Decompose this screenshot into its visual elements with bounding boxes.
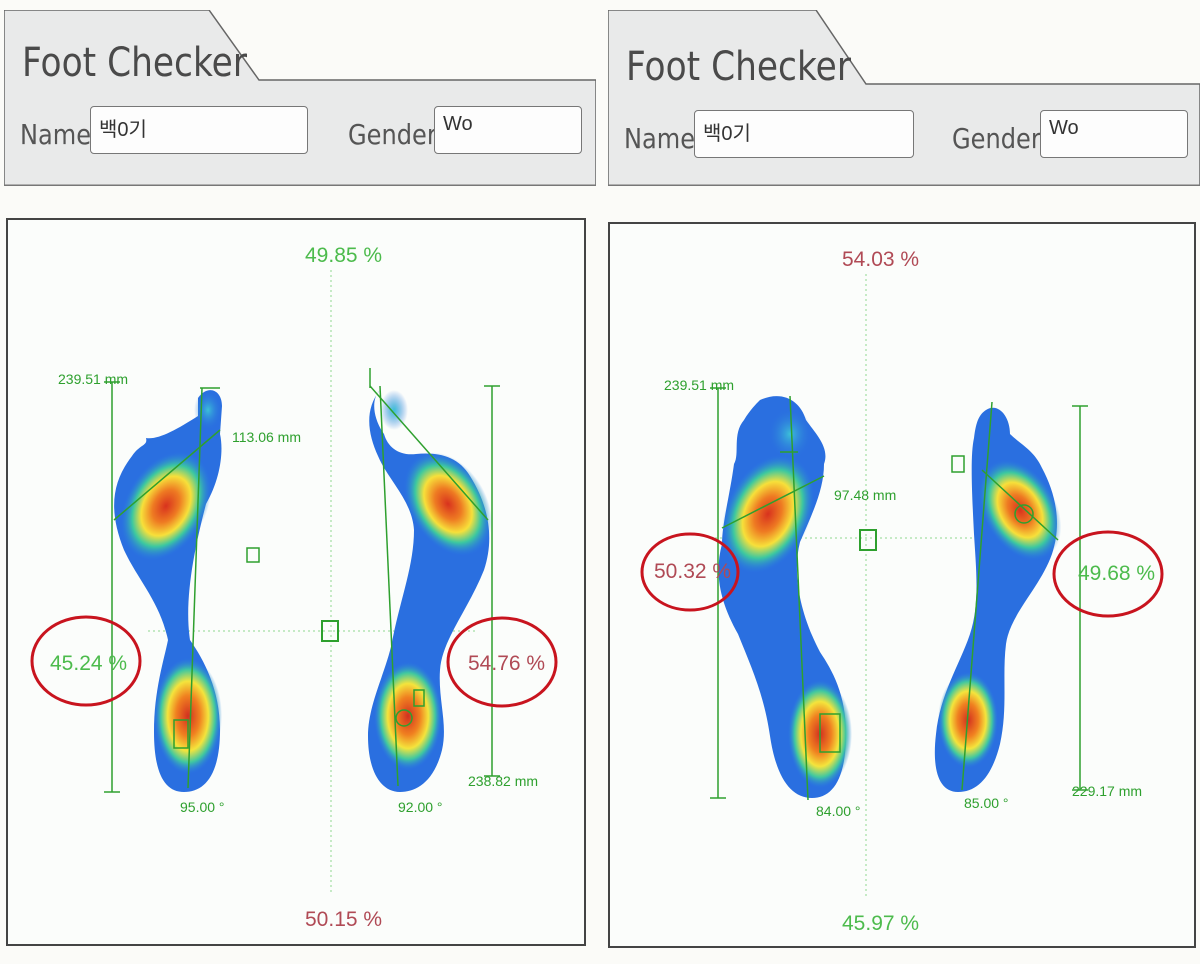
left-annotation-circle xyxy=(30,615,142,707)
name-field[interactable]: 백0기 xyxy=(694,110,914,158)
bottom-percent: 50.15 % xyxy=(305,908,382,931)
left-foot-heatmap xyxy=(113,387,222,792)
left-annotation-circle xyxy=(640,532,740,612)
left-percent: 45.24 % xyxy=(50,652,127,675)
panel-header: Foot Checker Name 백0기 Gender Wo xyxy=(608,10,1200,186)
app-title: Foot Checker xyxy=(22,40,247,86)
center-of-pressure-marker xyxy=(859,529,877,551)
header-frame xyxy=(608,10,1200,186)
left-angle-label: 84.00 ° xyxy=(816,803,861,819)
pressure-map-canvas: 54.03 % 45.97 % 50.32 % 49.68 % 239.51 m… xyxy=(640,248,1164,935)
right-angle-label: 85.00 ° xyxy=(964,795,1009,811)
gender-label: Gender xyxy=(952,122,1041,155)
name-label: Name xyxy=(20,118,92,151)
width-label: 97.48 mm xyxy=(834,487,896,503)
right-length-bar xyxy=(1072,405,1088,791)
name-field[interactable]: 백0기 xyxy=(90,106,308,154)
foot-checker-panel-2: Foot Checker Name 백0기 Gender Wo xyxy=(604,0,1200,964)
left-length-bar xyxy=(710,387,726,799)
width-label: 113.06 mm xyxy=(232,429,301,445)
panel-header: Foot Checker Name 백0기 Gender Wo xyxy=(4,10,596,186)
top-percent: 49.85 % xyxy=(305,244,382,267)
name-label: Name xyxy=(624,122,696,155)
header-frame xyxy=(4,10,596,186)
left-length-label: 239.51 mm xyxy=(58,371,128,387)
left-foot-heatmap xyxy=(718,395,852,801)
pressure-map: 54.03 % 45.97 % 50.32 % 49.68 % 239.51 m… xyxy=(608,222,1196,948)
right-foot-heatmap xyxy=(368,368,492,792)
right-percent: 49.68 % xyxy=(1078,562,1155,585)
right-percent: 54.76 % xyxy=(468,652,545,675)
right-length-label: 229.17 mm xyxy=(1072,783,1142,799)
right-angle-label: 92.00 ° xyxy=(398,799,443,815)
pressure-map: 49.85 % 50.15 % 45.24 % 54.76 % 239.51 m… xyxy=(6,218,586,946)
left-marker-square xyxy=(246,547,260,563)
gender-field[interactable]: Wo xyxy=(1040,110,1188,158)
right-length-bar xyxy=(484,385,500,777)
app-title: Foot Checker xyxy=(626,44,851,90)
right-annotation-circle xyxy=(1052,530,1164,618)
left-percent: 50.32 % xyxy=(654,560,731,583)
left-length-label: 239.51 mm xyxy=(664,377,734,393)
right-annotation-circle xyxy=(446,616,558,708)
foot-checker-panel-1: Foot Checker Name 백0기 Gender Wo xyxy=(0,0,598,964)
top-percent: 54.03 % xyxy=(842,248,919,271)
left-angle-label: 95.00 ° xyxy=(180,799,225,815)
bottom-percent: 45.97 % xyxy=(842,912,919,935)
gender-label: Gender xyxy=(348,118,437,151)
gender-field[interactable]: Wo xyxy=(434,106,582,154)
left-length-bar xyxy=(104,381,120,793)
right-length-label: 238.82 mm xyxy=(468,773,538,789)
right-foot-heatmap xyxy=(934,401,1062,792)
pressure-map-canvas: 49.85 % 50.15 % 45.24 % 54.76 % 239.51 m… xyxy=(30,244,558,931)
center-of-pressure-marker xyxy=(321,620,339,642)
